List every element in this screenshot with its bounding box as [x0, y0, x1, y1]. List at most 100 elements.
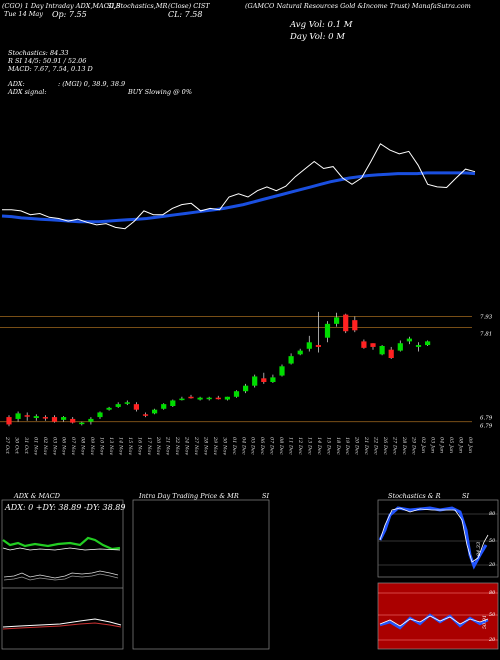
macd-signal-line: [3, 573, 119, 581]
stoch-panel-title: Stochastics & R: [388, 492, 441, 500]
candle-body: [370, 343, 376, 347]
price-level-label: 6.79: [480, 424, 493, 430]
candle-body: [224, 396, 230, 400]
candle-body: [343, 314, 349, 332]
mr-line-red: [2, 622, 122, 630]
rsi-value: 50.91: [482, 614, 489, 630]
candle-body: [79, 422, 85, 425]
x-axis-label: 20 Nov: [155, 436, 161, 455]
header-avg-vol: Avg Vol: 0.1 M: [290, 20, 353, 30]
candle-body: [425, 341, 431, 346]
x-axis-label: 21 Dec: [363, 436, 369, 455]
x-axis-label: 22 Dec: [373, 436, 379, 455]
candle-body: [161, 404, 167, 409]
x-axis-label: 04 Dec: [240, 437, 246, 455]
candle-body: [142, 414, 149, 416]
candle-body: [206, 397, 212, 400]
candle-body: [42, 417, 48, 419]
x-axis-label: 02 Nov: [42, 437, 48, 455]
candle-body: [179, 398, 185, 401]
candle-body: [215, 397, 221, 400]
rsi-white-line: [379, 615, 489, 627]
header-buy-signal: BUY Slowing @ 0%: [128, 88, 192, 96]
mr-panel-si: SI: [262, 492, 270, 500]
candle-body: [51, 417, 58, 422]
x-axis-label: 30 Nov: [221, 437, 227, 455]
x-axis-label: 12 Dec: [297, 437, 303, 455]
x-axis-label: 08 Nov: [80, 437, 86, 455]
candle-body: [261, 378, 267, 382]
header-open: Op: 7.55: [52, 10, 87, 19]
moving-average-line: [1, 171, 476, 224]
candle-body: [297, 350, 303, 355]
candle-body: [6, 417, 12, 425]
rsi-panel: [377, 582, 499, 650]
x-axis-label: 05 Jan: [448, 437, 454, 453]
mr-panel: [132, 499, 270, 650]
macd-line: [3, 570, 119, 579]
adx-minus-line: [2, 547, 121, 551]
x-axis-label: 18 Dec: [335, 437, 341, 455]
header-day-vol: Day Vol: 0 M: [290, 32, 345, 42]
candle-body: [61, 417, 67, 420]
x-axis-label: 15 Nov: [127, 437, 133, 455]
x-axis-label: 05 Dec: [250, 437, 256, 455]
header-title-1: (CGO) 1 Day Intraday ADX,MACD,B: [2, 2, 121, 10]
header-adx-signal: ADX signal:: [8, 88, 47, 96]
candle-body: [334, 317, 340, 324]
header-title-4: (GAMCO Natural Resources Gold &Income Tr…: [245, 2, 471, 10]
candle-body: [397, 343, 403, 351]
stoch-label-80: 80: [489, 511, 496, 517]
x-axis-label: 16 Nov: [136, 437, 142, 455]
candle-body: [152, 409, 158, 414]
rsi-label-80: 80: [489, 590, 496, 596]
header-rsi: R SI 14/5: 50.91 / 52.06: [8, 57, 87, 65]
x-axis-label: 07 Nov: [70, 437, 76, 455]
header-adx-detail: : (MGI) 0, 38.9, 38.9: [58, 80, 126, 88]
x-axis-label: 21 Nov: [165, 436, 171, 455]
x-axis-label: 27 Oct: [4, 436, 10, 455]
adx-panel-title: ADX & MACD: [14, 492, 60, 500]
rsi-label-20: 20: [489, 637, 496, 643]
candle-body: [124, 402, 130, 404]
candle-body: [315, 345, 321, 347]
candle-body: [306, 342, 312, 349]
x-axis-label: 03 Jan: [429, 437, 435, 453]
x-axis-label: 13 Dec: [306, 437, 312, 455]
x-axis-label: 03 Nov: [51, 437, 57, 455]
x-axis-label: 20 Dec: [354, 436, 360, 455]
x-axis-label: 24 Nov: [184, 436, 190, 455]
x-axis-label: 31 Oct: [23, 437, 29, 455]
reference-lines: [0, 316, 472, 423]
x-axis-label: 01 Dec: [231, 437, 237, 455]
x-axis-label: 10 Nov: [99, 437, 105, 455]
adx-readout: ADX: 0 +DY: 38.89 -DY: 38.89: [5, 503, 126, 512]
x-axis-label: 06 Dec: [259, 437, 265, 455]
header-title-2: SI,Stochastics,MR: [107, 2, 168, 10]
x-axis-label: 01 Nov: [32, 437, 38, 455]
x-axis-label: 28 Nov: [202, 436, 208, 455]
x-axis-label: 06 Nov: [61, 437, 67, 455]
candle-body: [415, 345, 422, 347]
x-axis-label: 26 Dec: [382, 436, 388, 455]
candle-body: [279, 366, 285, 376]
x-axis-label: 04 Jan: [439, 437, 445, 453]
close-price-line: [2, 143, 476, 230]
x-axis-label: 14 Dec: [316, 437, 322, 455]
x-axis-label: 08 Jan: [458, 437, 464, 453]
x-axis-label: 11 Dec: [288, 437, 294, 455]
header-stochastics: Stochastics: 84.33: [8, 49, 69, 57]
candle-body: [106, 407, 112, 410]
candle-body: [352, 320, 358, 331]
mr-panel-title: Intra Day Trading Price & MR: [139, 492, 239, 500]
candle-body: [170, 400, 176, 406]
price-level-label: 7.81: [480, 332, 492, 338]
header-close: CL: 7.58: [168, 10, 203, 19]
header-adx: ADX:: [8, 80, 25, 88]
candle-body: [133, 404, 139, 410]
candle-body: [288, 356, 294, 364]
candle-body: [15, 413, 21, 419]
stoch-panel-si: SI: [462, 492, 470, 500]
candle-body: [88, 418, 94, 422]
